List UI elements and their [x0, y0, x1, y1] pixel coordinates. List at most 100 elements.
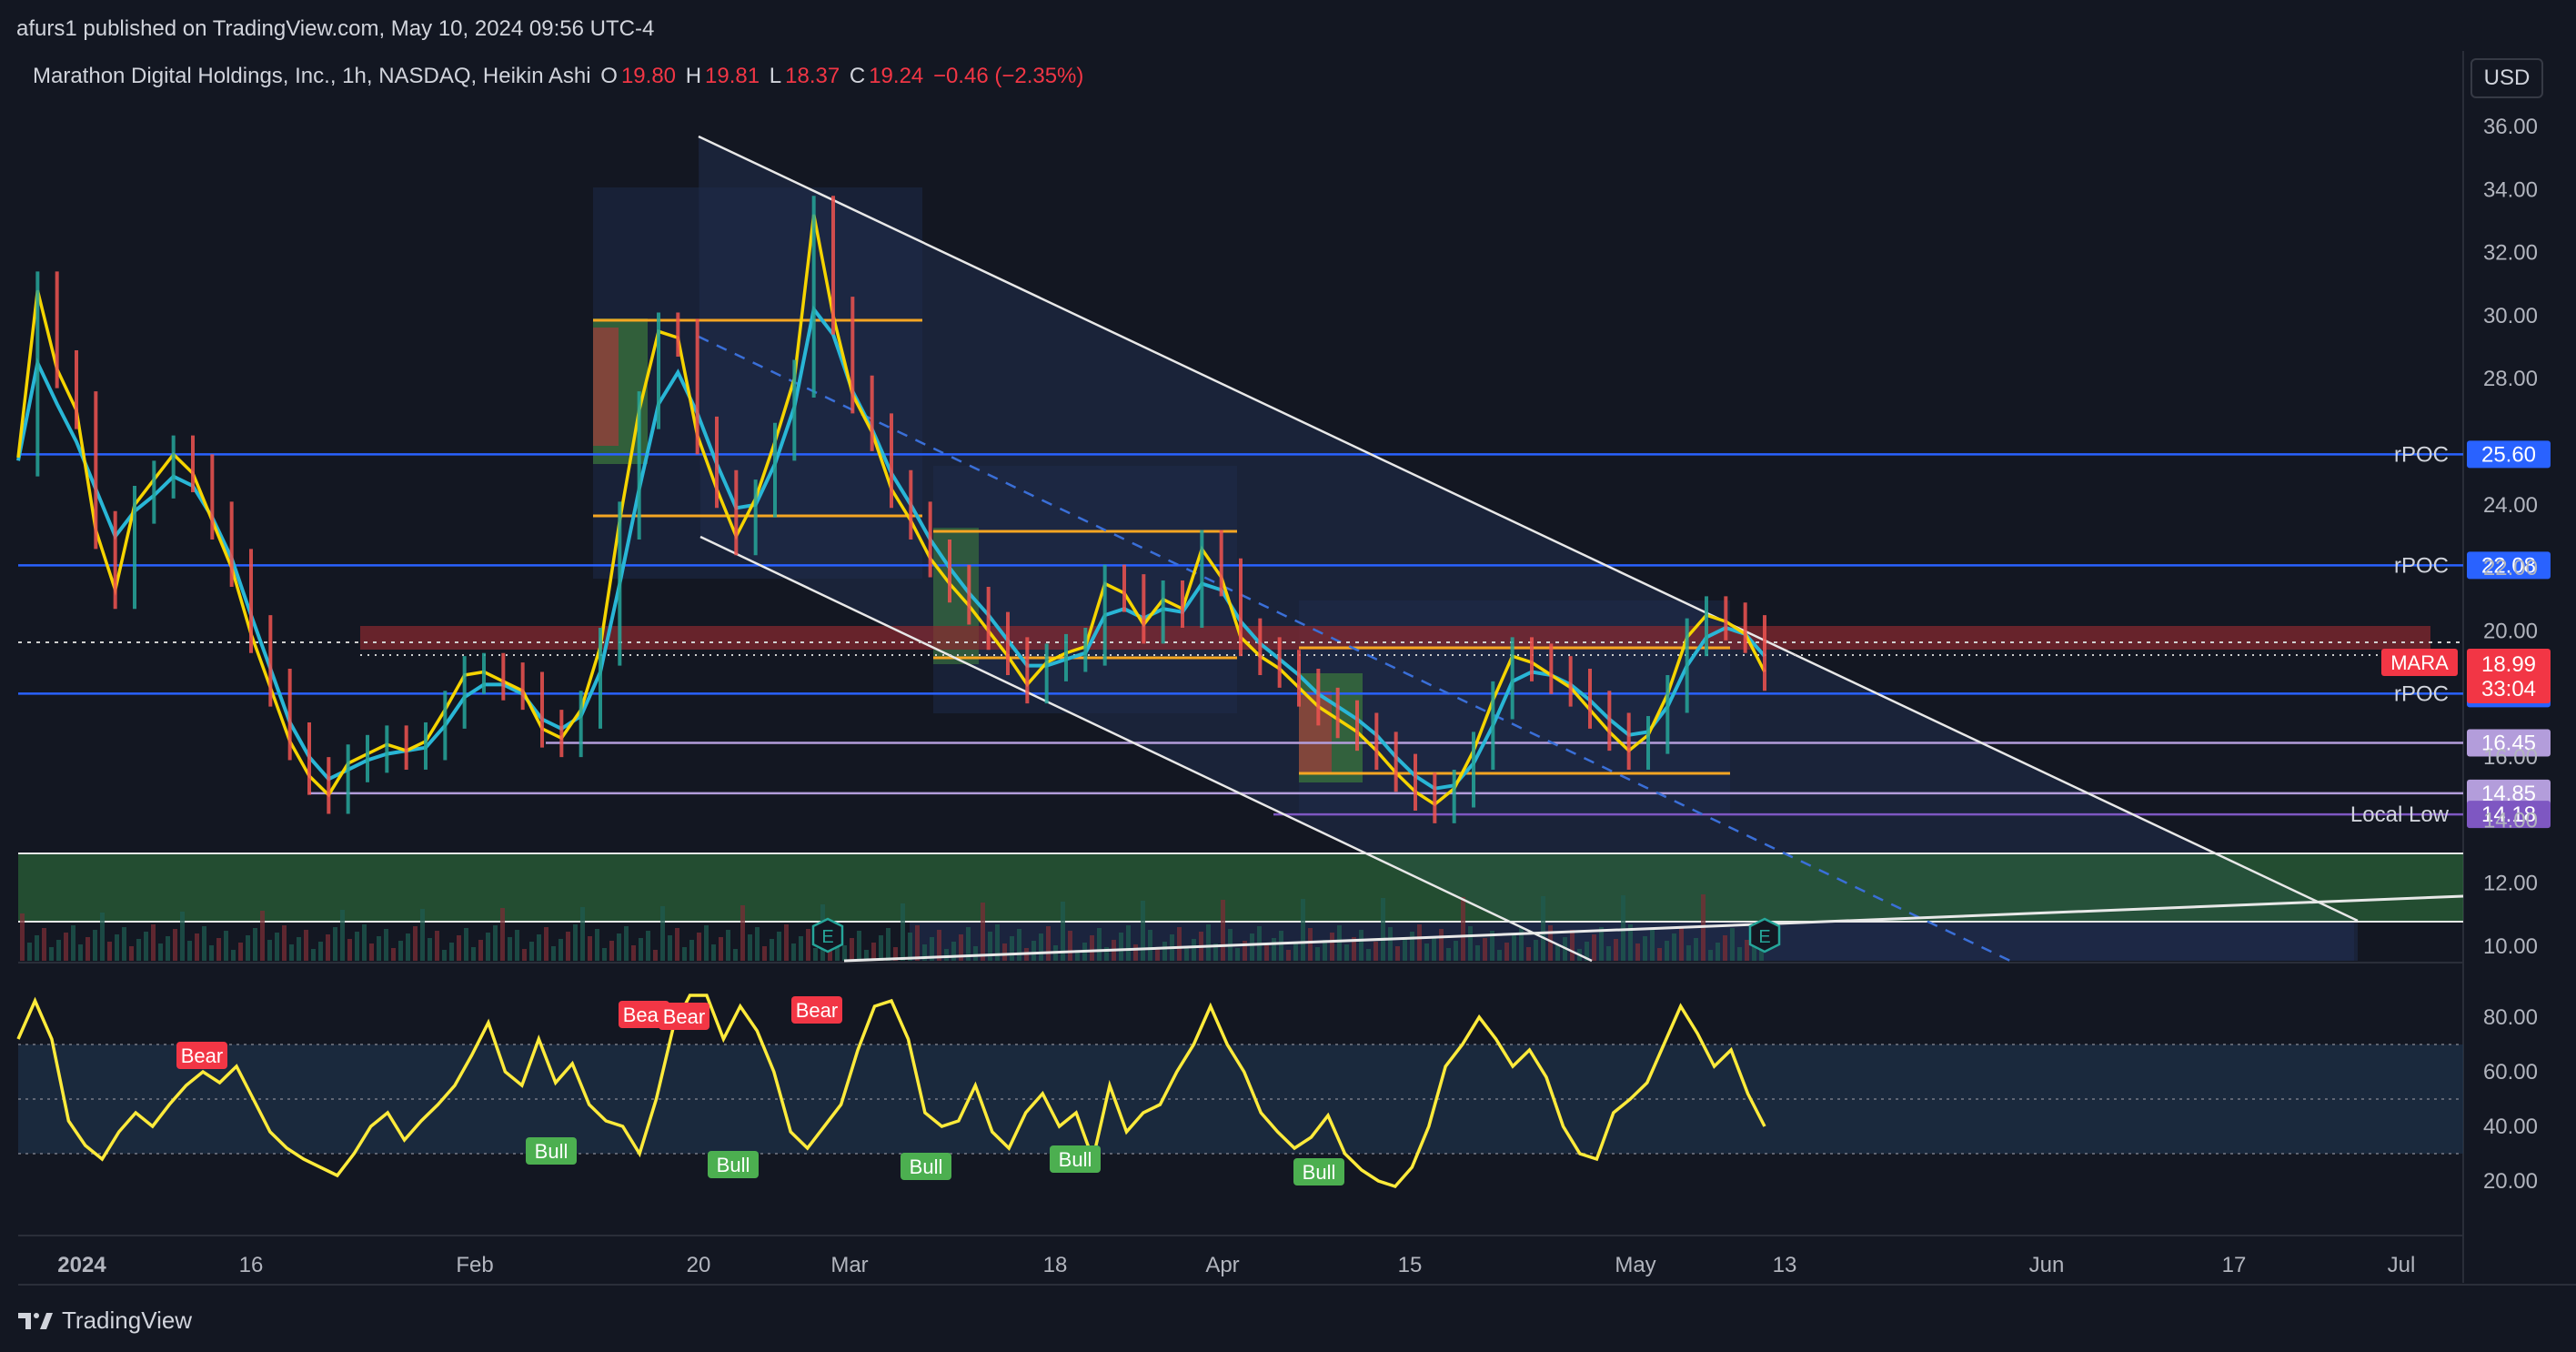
price-tick-label: 14.00 [2483, 808, 2538, 832]
volume-bar [1148, 930, 1152, 961]
volume-bar [340, 910, 345, 961]
volume-bar [1468, 926, 1473, 961]
volume-bar [1068, 931, 1072, 961]
volume-bar [1483, 938, 1487, 961]
volume-bar [1410, 932, 1414, 961]
volume-bar [1686, 945, 1691, 961]
channel-midline[interactable] [698, 335, 2011, 963]
volume-bar [1075, 950, 1080, 961]
level-label: rPOC [2394, 681, 2449, 706]
volume-bar [1315, 947, 1320, 961]
volume-bar [1650, 929, 1655, 961]
rsi-tick-label: 40.00 [2483, 1115, 2538, 1139]
symbol-tag: MARA [2390, 651, 2449, 674]
level-price-tag [2467, 801, 2551, 829]
volume-bar [449, 943, 454, 961]
volume-bar [726, 930, 730, 961]
rising-trendline[interactable] [843, 894, 2464, 963]
volume-bar [100, 913, 105, 961]
volume-bar [617, 933, 621, 961]
volume-bar [1286, 950, 1291, 961]
volume-bar [777, 932, 781, 961]
volume-bar [1323, 940, 1327, 961]
price-axis[interactable]: 36.00 34.00 32.00 30.00 28.00 24.00 22.00 20.00… [2483, 115, 2538, 959]
volume-bar [544, 927, 548, 961]
volume-bar [733, 949, 738, 961]
volume-bar [1643, 936, 1647, 961]
volume-bar [122, 927, 126, 961]
channel-lower-line[interactable] [699, 535, 1593, 963]
volume-bar [333, 927, 337, 961]
volume-bar [915, 925, 920, 961]
volume-bar [973, 946, 978, 961]
volume-bar [609, 941, 614, 961]
volume-bar [930, 937, 934, 961]
volume-bar [246, 935, 250, 961]
volume-bar [762, 946, 767, 961]
volume-bar [35, 935, 39, 961]
volume-bar [1635, 943, 1640, 961]
volume-bar [42, 928, 46, 961]
volume-bar [107, 942, 112, 961]
volume-bar [653, 950, 658, 961]
volume-bar [406, 933, 410, 961]
currency-button[interactable]: USD [2470, 58, 2543, 98]
volume-bar [660, 906, 665, 961]
volume-bar [420, 909, 425, 961]
volume-bar [253, 928, 257, 961]
bull-signal [526, 1137, 577, 1165]
volume-bar [711, 944, 716, 961]
volume-bar [1504, 943, 1509, 961]
level-price: 16.45 [2481, 731, 2536, 755]
earnings-marker-1[interactable]: E [811, 917, 844, 953]
volume-bar [486, 933, 490, 961]
volume-bar [144, 932, 148, 961]
volume-bar [1490, 931, 1494, 961]
volume-bar [1628, 924, 1633, 961]
volume-bar [136, 939, 141, 961]
volume-bar [267, 940, 272, 961]
rsi-axis[interactable]: 80.00 60.00 40.00 20.00 [2483, 1005, 2538, 1194]
volume-bar [755, 927, 760, 961]
volume-bar [1395, 946, 1400, 961]
price-tick-label: 12.00 [2483, 872, 2538, 896]
rsi-line[interactable] [16, 994, 1766, 1189]
volume-bar [515, 930, 519, 961]
volume-bar [442, 950, 447, 961]
open-label: O [600, 64, 618, 88]
volume-bar [1243, 941, 1247, 961]
volume-bar [799, 936, 803, 961]
volume-bar [282, 925, 287, 961]
volume-bar [1162, 942, 1167, 961]
volume-bar [27, 943, 32, 961]
volume-bar [1235, 948, 1240, 961]
bear-signal [791, 996, 842, 1024]
volume-bar [1716, 943, 1720, 961]
signal-label: Bear [623, 1004, 665, 1026]
volume-bar [1439, 929, 1444, 961]
price-tick-label: 10.00 [2483, 934, 2538, 959]
volume-bar [1359, 930, 1363, 961]
volume-bar [1010, 936, 1014, 961]
price-tick-label: 16.00 [2483, 745, 2538, 770]
earnings-marker-2[interactable]: E [1748, 917, 1781, 953]
volume-bar [813, 948, 818, 961]
signal-label: Bull [535, 1140, 569, 1163]
volume-bar [1519, 928, 1524, 961]
channel-upper-line[interactable] [698, 135, 2359, 923]
time-tick-label: Jul [2388, 1253, 2416, 1277]
signal-label: Bear [181, 1044, 223, 1067]
volume-bar [413, 926, 418, 961]
volume-bar [850, 938, 854, 961]
volume-bar [1330, 933, 1334, 961]
volume-bar [901, 903, 905, 961]
volume-bar [1694, 938, 1698, 961]
volume-bar [1279, 931, 1283, 961]
volume-bar [1599, 927, 1604, 961]
volume-bar [1534, 940, 1538, 961]
time-tick-label: 16 [239, 1253, 264, 1277]
level-price: 22.08 [2481, 553, 2536, 578]
time-axis[interactable]: 2024 16 Feb 20 Mar 18 Apr 15 May 13 Jun 17 Jul [57, 1253, 2415, 1277]
volume-bar [689, 940, 694, 961]
